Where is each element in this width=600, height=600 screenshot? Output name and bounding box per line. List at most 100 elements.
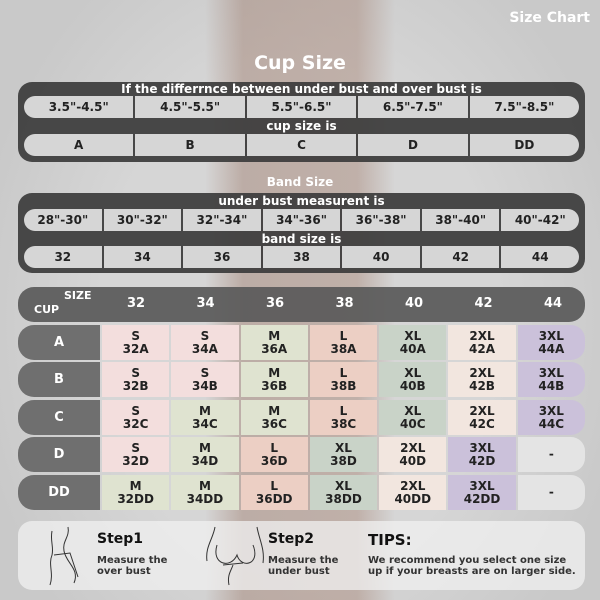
size-code: 40DD [394, 491, 432, 506]
size-name: M [268, 365, 281, 380]
size-cell: S 34A [171, 325, 239, 360]
band-size-cell: 38 [262, 246, 341, 268]
size-code: 32DD [117, 491, 154, 506]
row-cup-label: A [18, 325, 100, 360]
size-name: 3XL [469, 478, 495, 493]
cup-mid: cup size is [266, 119, 337, 133]
size-name: S [200, 328, 210, 343]
band-range-cell: 36"-38" [342, 209, 420, 231]
row-cup-label: C [18, 400, 100, 435]
size-chart-title: Size Chart [509, 10, 590, 26]
size-code: 38C [330, 416, 357, 431]
band-range-cell: 34"-36" [262, 209, 341, 231]
cup-range-cell: 4.5"-5.5" [135, 96, 245, 118]
tips-title: TIPS: [368, 531, 412, 549]
size-cell: XL 40B [379, 362, 447, 397]
size-name: M [198, 478, 211, 493]
size-code: 42C [469, 416, 495, 431]
band-size-cell: 42 [421, 246, 500, 268]
size-cell: S 32A [102, 325, 170, 360]
size-name: L [339, 403, 348, 418]
size-code: 36B [261, 378, 288, 393]
step1-desc: Measure the over bust [97, 555, 168, 577]
size-cell: L 36DD [240, 475, 308, 510]
row-cup-label: D [18, 437, 100, 472]
band-size-cell: 32 [24, 246, 102, 268]
size-cell: 3XL 44B [517, 362, 585, 397]
size-name: XL [404, 365, 422, 380]
band-size-cell: 36 [183, 246, 261, 268]
size-name: M [198, 440, 211, 455]
size-code: 40D [399, 453, 427, 468]
size-name: M [129, 478, 142, 493]
size-name: XL [404, 328, 422, 343]
size-cell: 2XL 40DD [379, 475, 447, 510]
column-header: 32 [126, 296, 146, 311]
size-code: 38A [330, 341, 357, 356]
band-range-cell: 32"-34" [183, 209, 261, 231]
size-label: SIZE [64, 289, 92, 302]
size-code: 34B [191, 378, 218, 393]
size-name: 2XL [469, 365, 495, 380]
size-cell: XL 40A [379, 325, 447, 360]
size-cell: XL 40C [379, 400, 447, 435]
size-name: S [131, 365, 140, 380]
band-size-title: Band Size [266, 175, 334, 189]
size-name: 2XL [469, 403, 495, 418]
step1-title: Step1 [97, 531, 144, 547]
column-header: 44 [543, 296, 563, 311]
size-cell: - [517, 437, 585, 472]
size-name: 3XL [538, 328, 564, 343]
size-name: 3XL [469, 440, 495, 455]
cup-size-panel: If the differrnce between under bust and… [18, 82, 585, 162]
size-cell: M 34DD [171, 475, 239, 510]
size-cell: L 38A [309, 325, 378, 360]
cup-label: CUP [34, 303, 60, 316]
size-cell: 3XL 44C [517, 400, 585, 435]
size-cell: XL 38DD [309, 475, 378, 510]
table-row: C S 32C M 34C M 36C L 38C XL 40C 2XL 42C 3XL 44C [18, 400, 585, 435]
size-name: S [131, 440, 140, 455]
size-name: M [268, 403, 281, 418]
size-code: 34A [191, 341, 218, 356]
size-code: 42DD [463, 491, 501, 506]
cup-letter-cell: D [358, 134, 468, 156]
size-code: 38B [330, 378, 357, 393]
table-row: B S 32B S 34B M 36B L 38B XL 40B 2XL 42B 3XL 44B [18, 362, 585, 397]
size-name: L [270, 440, 279, 455]
size-name: - [548, 447, 554, 461]
size-cell: L 36D [240, 437, 308, 472]
size-code: 32C [122, 416, 149, 431]
size-code: 40B [399, 378, 426, 393]
size-code: 36DD [255, 491, 293, 506]
size-cell: 2XL 40D [379, 437, 447, 472]
cup-letter-cell: A [24, 134, 134, 156]
size-cell: M 34D [171, 437, 239, 472]
step2-desc: Measure the under bust [268, 555, 339, 577]
cup-range-cell: 6.5"-7.5" [358, 96, 468, 118]
band-range-cell: 28"-30" [24, 209, 102, 231]
size-cell: M 32DD [102, 475, 170, 510]
size-cell: 3XL 42DD [448, 475, 516, 510]
measuring-guide: Step1 Measure the over bust Step2 Measur… [18, 521, 585, 590]
size-name: L [339, 365, 348, 380]
tips-text: We recommend you select one size up if y… [368, 555, 576, 577]
column-header: 42 [474, 296, 493, 311]
size-name: XL [335, 440, 352, 455]
cup-size-title: Cup Size [254, 52, 346, 74]
size-code: 44C [538, 416, 565, 431]
column-header: 40 [404, 296, 424, 311]
size-cell: 3XL 44A [517, 325, 585, 360]
size-name: 2XL [469, 328, 495, 343]
size-code: 36A [261, 341, 288, 356]
under-bust-illustration-icon [206, 526, 264, 586]
grid-header: SIZE CUP 32 34 36 38 40 42 44 [18, 287, 585, 322]
cup-intro: If the differrnce between under bust and… [121, 82, 482, 96]
band-range-cell: 38"-40" [421, 209, 500, 231]
size-code: 38D [330, 453, 357, 468]
size-name: S [200, 365, 210, 380]
cup-letter-cell: DD [469, 134, 580, 156]
size-cell: M 34C [171, 400, 239, 435]
size-code: 32B [122, 378, 149, 393]
band-intro: under bust measurent is [218, 194, 385, 208]
